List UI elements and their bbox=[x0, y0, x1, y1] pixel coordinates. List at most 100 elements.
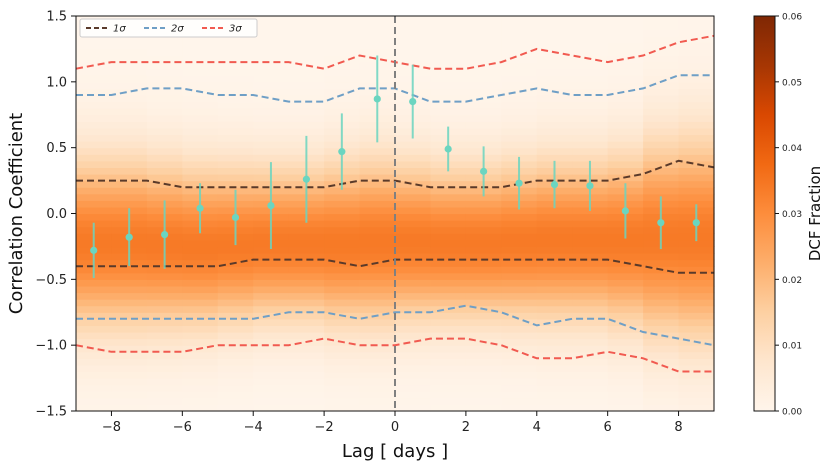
heatmap-cell bbox=[536, 332, 573, 340]
heatmap-cell bbox=[395, 22, 432, 30]
heatmap-cell bbox=[182, 272, 219, 280]
heatmap-cell bbox=[111, 147, 148, 155]
heatmap-cell bbox=[501, 35, 538, 43]
heatmap-cell bbox=[430, 285, 467, 294]
heatmap-cell bbox=[430, 358, 467, 366]
heatmap-cell bbox=[146, 55, 183, 63]
heatmap-cell bbox=[536, 312, 573, 320]
heatmap-cell bbox=[217, 35, 254, 43]
heatmap-cell bbox=[395, 305, 432, 313]
heatmap-cell bbox=[501, 351, 538, 359]
heatmap-cell bbox=[111, 81, 148, 90]
heatmap-cell bbox=[536, 81, 573, 90]
heatmap-cell bbox=[359, 220, 396, 228]
heatmap-cell bbox=[217, 174, 254, 182]
heatmap-cell bbox=[76, 141, 113, 149]
heatmap-cell bbox=[217, 318, 254, 327]
heatmap-cell bbox=[395, 167, 432, 175]
heatmap-cell bbox=[501, 285, 538, 294]
heatmap-cell bbox=[253, 88, 290, 96]
heatmap-cell bbox=[572, 220, 609, 228]
heatmap-cell bbox=[146, 358, 183, 366]
heatmap-cell bbox=[182, 114, 219, 122]
heatmap-cell bbox=[324, 318, 361, 327]
heatmap-cell bbox=[465, 285, 502, 294]
heatmap-cell bbox=[76, 397, 113, 406]
heatmap-cell bbox=[607, 35, 644, 43]
x-tick-label: 6 bbox=[604, 420, 612, 435]
heatmap-cell bbox=[643, 29, 680, 37]
heatmap-cell bbox=[678, 325, 715, 333]
heatmap-cell bbox=[536, 141, 573, 149]
heatmap-cell bbox=[501, 127, 538, 136]
heatmap-cell bbox=[182, 391, 219, 399]
heatmap-cell bbox=[182, 167, 219, 175]
heatmap-column bbox=[430, 16, 467, 412]
heatmap-cell bbox=[572, 371, 609, 379]
heatmap-cell bbox=[253, 272, 290, 280]
heatmap-cell bbox=[678, 266, 715, 274]
heatmap-cell bbox=[501, 358, 538, 366]
heatmap-cell bbox=[217, 127, 254, 136]
heatmap-cell bbox=[324, 62, 361, 70]
heatmap-cell bbox=[146, 325, 183, 333]
heatmap-cell bbox=[288, 220, 325, 228]
heatmap-cell bbox=[253, 312, 290, 320]
heatmap-cell bbox=[501, 266, 538, 274]
heatmap-cell bbox=[643, 187, 680, 195]
heatmap-cell bbox=[572, 378, 609, 386]
heatmap-cell bbox=[536, 351, 573, 359]
heatmap-cell bbox=[395, 404, 432, 412]
heatmap-cell bbox=[359, 35, 396, 43]
heatmap-cell bbox=[182, 246, 219, 254]
x-tick-label: −4 bbox=[244, 420, 263, 435]
heatmap-cell bbox=[643, 95, 680, 103]
heatmap-cell bbox=[501, 42, 538, 50]
heatmap-cell bbox=[324, 371, 361, 379]
heatmap-cell bbox=[324, 404, 361, 412]
heatmap-cell bbox=[607, 29, 644, 37]
heatmap-cell bbox=[536, 266, 573, 274]
heatmap-cell bbox=[536, 147, 573, 155]
heatmap-cell bbox=[572, 239, 609, 248]
heatmap-cell bbox=[607, 88, 644, 96]
heatmap-cell bbox=[324, 384, 361, 392]
heatmap-cell bbox=[643, 358, 680, 366]
heatmap-cell bbox=[182, 95, 219, 103]
band-line-3sigma_lower bbox=[75, 337, 714, 373]
heatmap-cell bbox=[324, 29, 361, 37]
heatmap-cell bbox=[643, 180, 680, 188]
heatmap-cell bbox=[643, 391, 680, 399]
heatmap-cell bbox=[253, 108, 290, 116]
dcf-point bbox=[125, 233, 133, 241]
legend[interactable]: 1σ 2σ 3σ bbox=[79, 18, 258, 38]
heatmap-cell bbox=[359, 318, 396, 327]
heatmap-cell bbox=[217, 75, 254, 83]
heatmap-cell bbox=[324, 193, 361, 201]
heatmap-cell bbox=[111, 338, 148, 346]
heatmap-column bbox=[465, 16, 502, 412]
heatmap-cell bbox=[536, 42, 573, 50]
heatmap-cell bbox=[359, 213, 396, 221]
heatmap-cell bbox=[643, 55, 680, 63]
heatmap-cell bbox=[501, 239, 538, 248]
heatmap-cell bbox=[76, 95, 113, 103]
heatmap-cell bbox=[76, 88, 113, 96]
dcf-point bbox=[196, 204, 204, 212]
heatmap-cell bbox=[395, 200, 432, 208]
heatmap-cell bbox=[359, 187, 396, 195]
heatmap-cell bbox=[253, 246, 290, 254]
heatmap-cell bbox=[111, 48, 148, 57]
heatmap-cell bbox=[465, 259, 502, 267]
heatmap-cell bbox=[501, 220, 538, 228]
heatmap-cell bbox=[678, 305, 715, 313]
dcf-point-group bbox=[302, 135, 310, 223]
heatmap-cell bbox=[359, 253, 396, 261]
heatmap-cell bbox=[253, 29, 290, 37]
heatmap-cell bbox=[465, 391, 502, 399]
heatmap-cell bbox=[572, 397, 609, 406]
heatmap-cell bbox=[217, 55, 254, 63]
heatmap-cell bbox=[501, 62, 538, 70]
heatmap-cell bbox=[395, 16, 432, 24]
heatmap-cell bbox=[572, 114, 609, 122]
